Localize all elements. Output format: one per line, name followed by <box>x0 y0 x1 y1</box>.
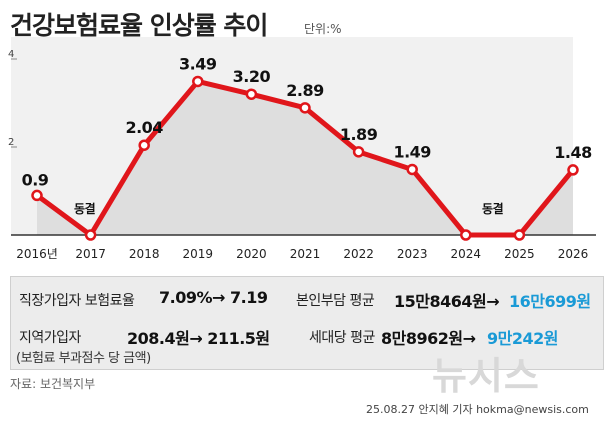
data-label: 1.48 <box>554 143 592 162</box>
newsis-logo: 뉴시스 <box>432 354 540 398</box>
employee-rate-label: 직장가입자 보험료율 <box>19 293 135 309</box>
data-point <box>31 189 43 202</box>
x-tick-label: 2024 <box>451 247 482 261</box>
employee-avg-new: 16만699원 <box>509 292 591 311</box>
household-avg-label: 세대당 평균 <box>309 330 375 346</box>
data-point <box>138 139 150 151</box>
household-avg-old: 8만8962원→ <box>381 329 476 348</box>
x-tick-label: 2020 <box>236 247 267 261</box>
data-label: 동결 <box>482 201 504 216</box>
employee-rate-value: 7.09%→ 7.19 <box>159 288 268 307</box>
x-tick-label: 2022 <box>343 247 374 261</box>
x-tick-label: 2026 <box>558 247 589 261</box>
data-label: 1.89 <box>340 125 378 144</box>
y-tick-label: 2 <box>8 137 14 148</box>
data-point <box>352 146 365 158</box>
employee-avg-old: 15만8464원→ <box>394 292 500 311</box>
data-point <box>406 163 418 176</box>
data-label: 동결 <box>74 201 96 216</box>
x-tick-label: 2018 <box>129 247 160 261</box>
data-point <box>84 229 97 241</box>
source-text: 자료: 보건복지부 <box>10 377 96 391</box>
data-label: 3.20 <box>233 67 271 86</box>
data-label: 3.49 <box>179 54 217 73</box>
data-point <box>567 164 579 176</box>
data-point <box>192 75 204 88</box>
data-point <box>460 229 472 241</box>
unit-label: 단위:% <box>304 22 342 36</box>
data-point <box>299 102 311 114</box>
x-tick-label: 2021 <box>290 247 321 261</box>
line-chart: 2 4 0.9 동결 2.04 3.49 3.20 2.89 1.89 1.49 동결 1.48 201… <box>8 37 596 261</box>
x-tick-label: 2019 <box>183 247 214 261</box>
employee-avg-label: 본인부담 평균 <box>296 293 375 309</box>
data-label: 1.49 <box>393 142 431 161</box>
chart-title: 건강보험료율 인상률 추이 <box>10 11 268 40</box>
regional-note: (보험료 부과점수 당 금액) <box>16 351 151 366</box>
data-label: 0.9 <box>22 170 49 189</box>
data-point <box>245 88 258 100</box>
y-tick-label: 4 <box>8 49 14 60</box>
regional-label: 지역가입자 <box>19 330 81 346</box>
x-tick-label: 2016년 <box>16 247 58 261</box>
credit-text: 25.08.27 안지혜 기자 hokma@newsis.com <box>366 403 589 416</box>
data-label: 2.04 <box>125 118 163 137</box>
x-tick-label: 2017 <box>75 247 106 261</box>
data-point <box>513 229 526 241</box>
data-label: 2.89 <box>286 81 324 100</box>
x-tick-label: 2023 <box>397 247 428 261</box>
regional-value: 208.4원→ 211.5원 <box>127 329 270 348</box>
x-tick-label: 2025 <box>504 247 535 261</box>
info-box: 직장가입자 보험료율 7.09%→ 7.19 본인부담 평균 15만8464원→… <box>10 276 604 370</box>
household-avg-new: 9만242원 <box>487 329 558 348</box>
area-fill <box>37 81 573 235</box>
